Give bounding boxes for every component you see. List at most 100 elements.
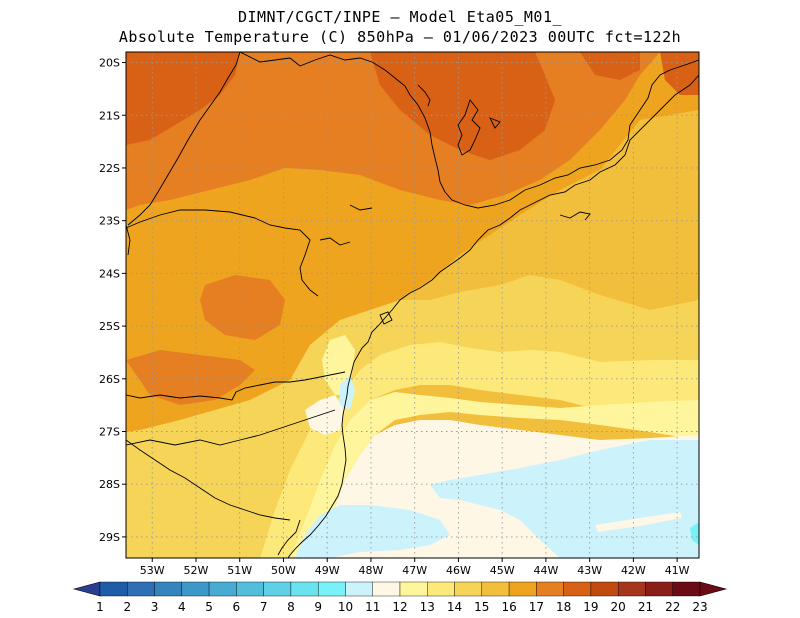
colorbar-swatch	[508, 581, 537, 597]
reservoir-furnas	[457, 99, 481, 156]
band-11-south	[295, 505, 450, 558]
colorbar-label: 10	[338, 600, 353, 614]
x-tick-label: 46W	[446, 564, 471, 577]
colorbar-swatch	[481, 581, 510, 597]
colorbar-swatch	[563, 581, 592, 597]
river-grande	[417, 84, 431, 107]
band-12-coast	[305, 395, 345, 435]
band-10-corner	[690, 522, 699, 545]
colorbar: 1 2 3 4 5 6 7 8 9 10 11 12 13 14 15 16 17 18 19 20 21 22 23	[72, 581, 728, 614]
colorbar-swatch	[154, 581, 183, 597]
map-title-line2: Absolute Temperature (C) 850hPa – 01/06/…	[118, 28, 682, 46]
colorbar-swatch	[672, 581, 701, 597]
coastline	[287, 74, 699, 558]
band-13	[290, 392, 699, 558]
border-sp-mg	[239, 52, 699, 209]
colorbar-swatch	[208, 581, 237, 597]
colorbar-swatch	[427, 581, 455, 597]
colorbar-arrow-left	[72, 581, 101, 597]
colorbar-label: 17	[529, 600, 544, 614]
colorbar-swatch	[263, 581, 292, 597]
border-paraguay	[126, 224, 131, 256]
colorbar-swatch	[99, 581, 128, 597]
latitude-axis: 20S 21S 22S 23S 24S 25S 26S 27S 28S 29S	[99, 57, 126, 544]
y-tick-label: 27S	[99, 426, 120, 439]
colorbar-label: 3	[151, 600, 159, 614]
colorbar-label: 21	[638, 600, 653, 614]
colorbar-label: 2	[123, 600, 131, 614]
lagoa-dos-patos	[277, 519, 301, 556]
y-tick-label: 25S	[99, 320, 120, 333]
border-parana-sp	[126, 209, 319, 297]
colorbar-label: 19	[583, 600, 598, 614]
band-19-ne	[370, 52, 555, 160]
border-sc-rs	[126, 409, 336, 446]
temperature-field	[126, 52, 699, 558]
colorbar-swatch	[454, 581, 483, 597]
y-tick-label: 22S	[99, 162, 120, 175]
colorbar-label: 6	[233, 600, 241, 614]
y-tick-label: 28S	[99, 478, 120, 491]
band-18-southwest	[126, 350, 255, 405]
colorbar-swatch	[317, 581, 346, 597]
band-18-parana	[200, 275, 285, 340]
colorbar-label: 8	[287, 600, 295, 614]
colorbar-label: 23	[692, 600, 707, 614]
y-tick-label: 21S	[99, 109, 120, 122]
x-tick-label: 52W	[184, 564, 209, 577]
band-14	[260, 342, 699, 558]
colorbar-label: 9	[314, 600, 322, 614]
coastlines-borders	[126, 52, 699, 558]
x-tick-label: 45W	[490, 564, 515, 577]
band-16-east	[400, 110, 699, 330]
colorbar-label: 13	[420, 600, 435, 614]
colorbar-label: 16	[501, 600, 516, 614]
colorbar-label: 22	[665, 600, 680, 614]
colorbar-label: 14	[447, 600, 462, 614]
x-tick-label: 41W	[665, 564, 690, 577]
colorbar-swatch	[181, 581, 210, 597]
band-19-patch	[580, 52, 640, 80]
colorbar-label: 5	[205, 600, 213, 614]
longitude-axis: 53W 52W 51W 50W 49W 48W 47W 46W 45W 44W 43W 42W 41W	[140, 558, 690, 577]
x-tick-label: 48W	[359, 564, 384, 577]
colorbar-swatch	[127, 581, 155, 597]
border-argentina	[126, 439, 291, 521]
x-tick-label: 44W	[533, 564, 558, 577]
paranagua-bay	[379, 311, 393, 325]
band-19-nw	[126, 52, 240, 145]
colorbar-swatch	[617, 581, 646, 597]
river-paranapanema	[319, 237, 351, 246]
lat-lon-grid	[126, 52, 699, 558]
island-coast	[559, 211, 591, 221]
colorbar-label: 7	[260, 600, 268, 614]
y-tick-label: 29S	[99, 531, 120, 544]
colorbar-swatch	[645, 581, 673, 597]
colorbar-swatch	[290, 581, 319, 597]
x-tick-label: 49W	[315, 564, 340, 577]
colorbar-swatch	[345, 581, 373, 597]
map-title-line1: DIMNT/CGCT/INPE – Model Eta05_M01_	[237, 8, 563, 26]
x-tick-label: 47W	[402, 564, 427, 577]
border-pr-sc	[126, 371, 346, 401]
band-11-east	[430, 440, 699, 558]
colorbar-label: 4	[178, 600, 186, 614]
colorbar-label: 20	[611, 600, 626, 614]
colorbar-swatch	[236, 581, 264, 597]
colorbar-label: 12	[392, 600, 407, 614]
plot-frame	[125, 51, 700, 559]
colorbar-arrow-right	[699, 581, 728, 597]
y-tick-label: 20S	[99, 57, 120, 70]
band-15	[126, 275, 699, 558]
border-ms-sp	[127, 52, 241, 226]
colorbar-swatch	[590, 581, 619, 597]
colorbar-swatch	[372, 581, 401, 597]
band-19-patch2	[660, 52, 699, 95]
y-tick-label: 24S	[99, 267, 120, 280]
y-tick-label: 23S	[99, 215, 120, 228]
x-tick-label: 43W	[577, 564, 602, 577]
colorbar-swatch	[399, 581, 428, 597]
colorbar-label: 1	[96, 600, 104, 614]
x-tick-label: 53W	[140, 564, 165, 577]
